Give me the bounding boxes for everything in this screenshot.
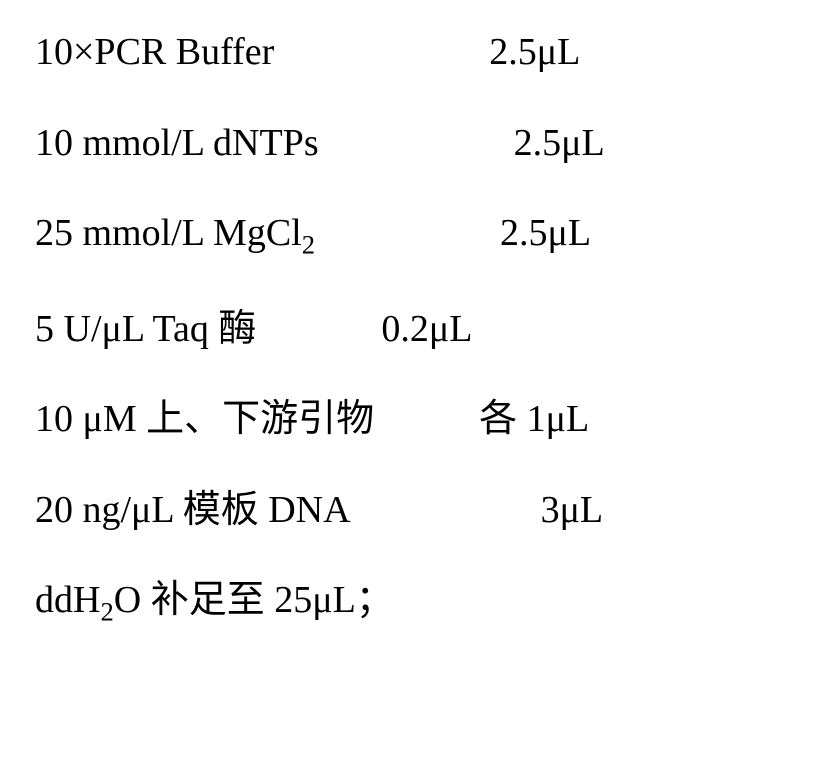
reagent-name: 5 U/μL Taq 酶: [35, 307, 256, 353]
reagent-amount: 各 1μL: [374, 397, 589, 443]
reagent-name-suffix: O 补足至 25μL；: [114, 579, 394, 621]
reagent-amount: 3μL: [351, 488, 604, 534]
reagent-name-sub: 2: [302, 230, 315, 260]
reagent-name: 20 ng/μL 模板 DNA: [35, 488, 351, 534]
recipe-row: 5 U/μL Taq 酶 0.2μL: [35, 307, 787, 353]
reagent-name: ddH2O 补足至 25μL；: [35, 578, 394, 629]
reagent-amount: 2.5μL: [274, 30, 580, 76]
recipe-row: 10×PCR Buffer 2.5μL: [35, 30, 787, 76]
recipe-row: 10 mmol/L dNTPs 2.5μL: [35, 121, 787, 167]
pcr-recipe-container: 10×PCR Buffer 2.5μL 10 mmol/L dNTPs 2.5μ…: [20, 20, 802, 639]
reagent-name: 25 mmol/L MgCl2: [35, 211, 315, 262]
reagent-amount: 0.2μL: [256, 307, 472, 353]
reagent-amount: 2.5μL: [319, 121, 605, 167]
reagent-name-prefix: 25 mmol/L MgCl: [35, 212, 302, 254]
recipe-row: 20 ng/μL 模板 DNA 3μL: [35, 488, 787, 534]
reagent-amount: 2.5μL: [315, 211, 591, 257]
reagent-name-prefix: ddH: [35, 579, 100, 621]
recipe-row: ddH2O 补足至 25μL；: [35, 578, 787, 629]
reagent-name: 10×PCR Buffer: [35, 30, 274, 76]
reagent-name: 10 mmol/L dNTPs: [35, 121, 319, 167]
recipe-row: 25 mmol/L MgCl2 2.5μL: [35, 211, 787, 262]
reagent-name-sub: 2: [100, 597, 113, 627]
recipe-row: 10 μM 上、下游引物 各 1μL: [35, 397, 787, 443]
reagent-name: 10 μM 上、下游引物: [35, 397, 374, 443]
